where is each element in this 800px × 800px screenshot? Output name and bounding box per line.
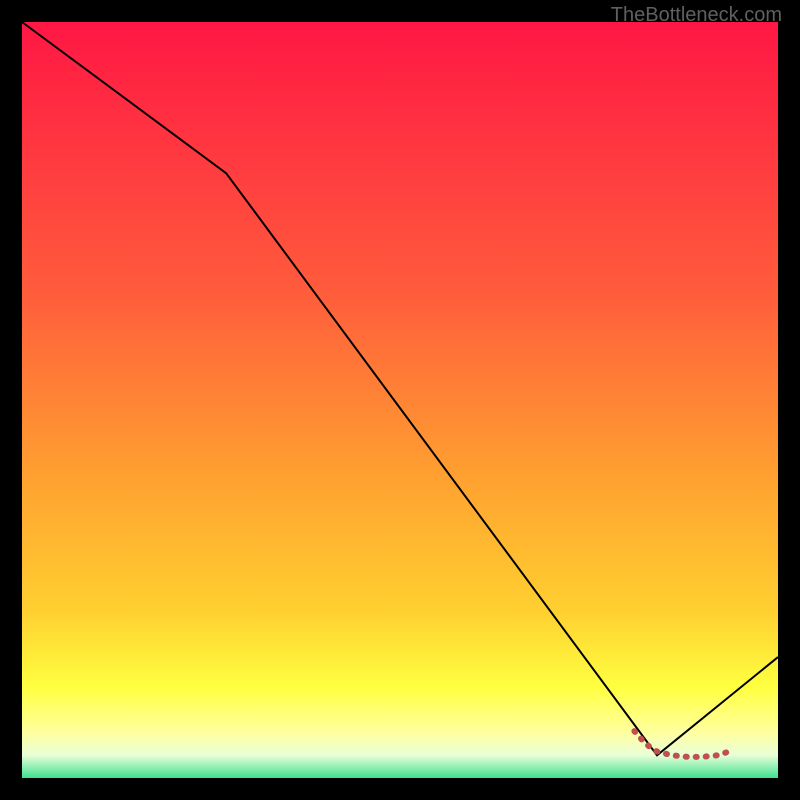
plot-area: [22, 22, 778, 778]
watermark-text: TheBottleneck.com: [611, 4, 782, 27]
